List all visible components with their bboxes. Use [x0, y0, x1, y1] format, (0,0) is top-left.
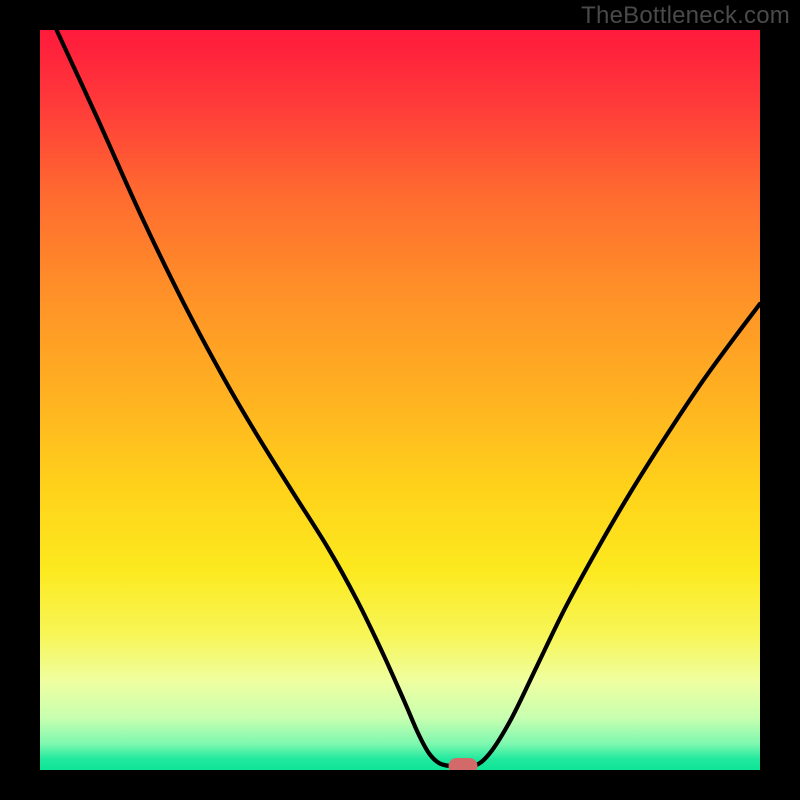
chart-stage: TheBottleneck.com: [0, 0, 800, 800]
plot-area: [40, 30, 760, 770]
v-curve: [57, 30, 760, 767]
min-marker: [449, 758, 478, 770]
curve-layer: [40, 30, 760, 770]
watermark-text: TheBottleneck.com: [581, 2, 790, 30]
